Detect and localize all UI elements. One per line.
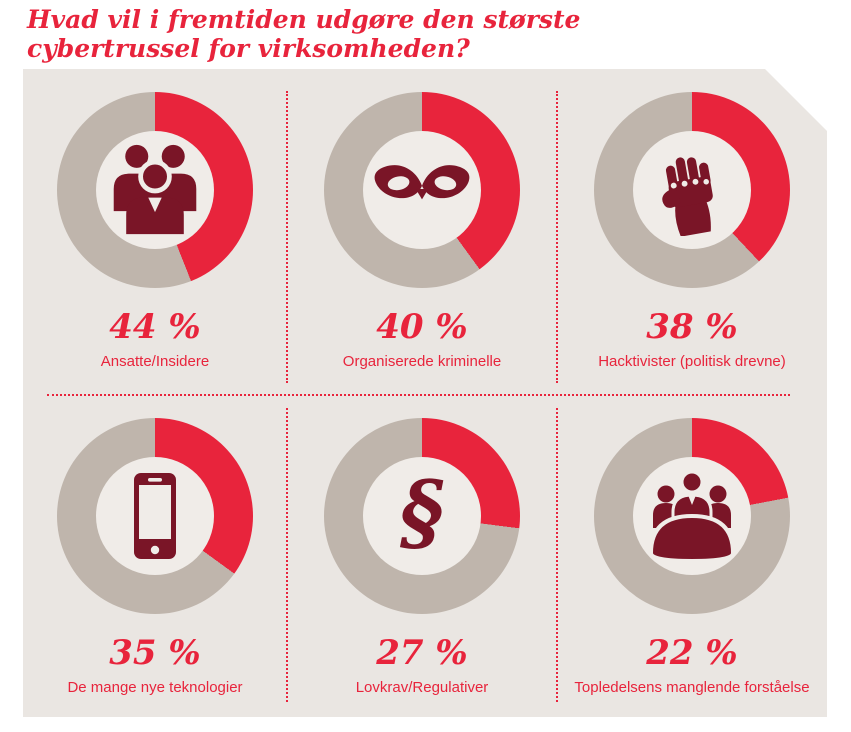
donut-card-teknologier: 35 % De mange nye teknologier — [23, 396, 287, 717]
donut-hole — [633, 457, 751, 575]
paragraph-icon: § — [400, 462, 444, 561]
chart-panel: 44 % Ansatte/Insidere — [23, 69, 827, 717]
donut-ring — [57, 92, 253, 288]
donut-ring: § — [324, 418, 520, 614]
value-label: 22 % — [646, 633, 738, 673]
value-label: 40 % — [376, 307, 468, 347]
donut-grid: 44 % Ansatte/Insidere — [23, 69, 827, 717]
mask-icon — [370, 138, 474, 242]
page-title-line2: cybertrussel for virksomheden? — [27, 34, 470, 64]
dotted-divider-vertical — [286, 91, 288, 383]
category-label: Lovkrav/Regulativer — [355, 679, 489, 697]
category-label: Hacktivister (politisk drevne) — [598, 353, 786, 371]
category-label: Organiserede kriminelle — [342, 353, 502, 371]
value-label: 38 % — [646, 307, 738, 347]
donut-hole — [633, 131, 751, 249]
donut-hole: § — [363, 457, 481, 575]
donut-card-ansatte: 44 % Ansatte/Insidere — [23, 69, 287, 396]
donut-ring — [594, 92, 790, 288]
donut-card-hacktivister: 38 % Hacktivister (politisk drevne) — [557, 69, 827, 396]
donut-card-kriminelle: 40 % Organiserede kriminelle — [287, 69, 557, 396]
value-label: 27 % — [376, 633, 468, 673]
donut-card-lovkrav: § 27 % Lovkrav/Regulativer — [287, 396, 557, 717]
value-label: 44 % — [109, 307, 201, 347]
category-label: De mange nye teknologier — [67, 679, 243, 697]
dotted-divider-vertical — [556, 91, 558, 383]
donut-ring — [57, 418, 253, 614]
donut-ring — [324, 92, 520, 288]
dotted-divider-horizontal — [47, 394, 790, 396]
dotted-divider-vertical — [556, 408, 558, 702]
meeting-icon — [642, 466, 742, 566]
value-label: 35 % — [109, 633, 201, 673]
fist-icon — [646, 144, 738, 236]
donut-card-topledelsen: 22 % Topledelsens manglende forståelse — [557, 396, 827, 717]
people-group-icon — [107, 142, 203, 238]
donut-hole — [96, 457, 214, 575]
dotted-divider-vertical — [286, 408, 288, 702]
page-title: Hvad vil i fremtiden udgøre den største … — [27, 5, 587, 64]
donut-hole — [363, 131, 481, 249]
smartphone-icon — [105, 466, 205, 566]
donut-hole — [96, 131, 214, 249]
donut-ring — [594, 418, 790, 614]
category-label: Topledelsens manglende forståelse — [574, 679, 810, 697]
category-label: Ansatte/Insidere — [100, 353, 210, 371]
page-title-line1: Hvad vil i fremtiden udgøre den største — [27, 5, 581, 34]
